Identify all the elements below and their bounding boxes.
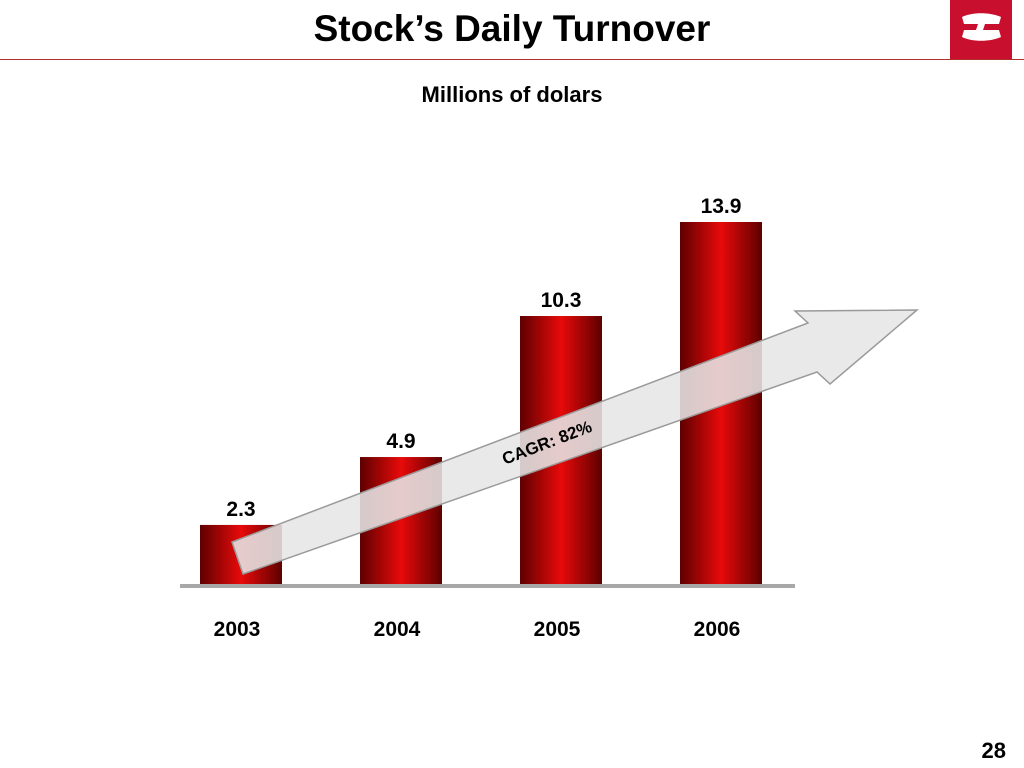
tick-label-2006: 2006 xyxy=(694,618,741,641)
chart-subtitle: Millions of dolars xyxy=(421,82,603,107)
value-label-2005: 10.3 xyxy=(541,289,582,312)
slide-title: Stock’s Daily Turnover xyxy=(313,8,711,49)
tick-label-2005: 2005 xyxy=(534,618,581,641)
tick-label-2004: 2004 xyxy=(374,618,421,641)
page-number: 28 xyxy=(981,738,1006,763)
growth-arrow xyxy=(231,309,920,575)
value-label-2004: 4.9 xyxy=(386,430,415,453)
title-divider xyxy=(0,59,1024,60)
value-label-2006: 13.9 xyxy=(701,195,742,218)
company-logo-icon xyxy=(950,0,1012,59)
value-label-2003: 2.3 xyxy=(226,498,255,521)
tick-label-2003: 2003 xyxy=(214,618,261,641)
